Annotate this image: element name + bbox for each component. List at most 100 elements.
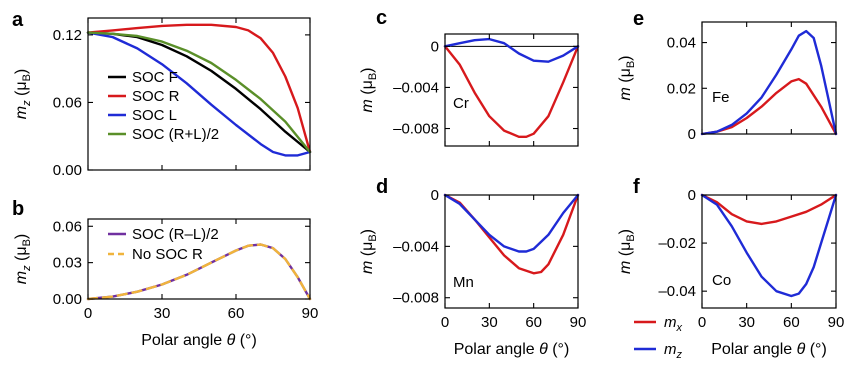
y-axis-label-f-text: m (μB) <box>617 229 637 274</box>
ylabel-paren: (μ <box>617 242 634 261</box>
y-tick-label: –0.04 <box>658 283 696 300</box>
ylabel-B: B <box>21 74 33 81</box>
xlabel-post: (°) <box>805 341 827 358</box>
ylabel-close: ) <box>359 229 376 234</box>
ylabel-B: B <box>367 234 379 241</box>
x-tick-label: 60 <box>228 305 245 322</box>
legend-m: m <box>664 314 677 331</box>
legend-sub: z <box>676 349 683 361</box>
xlabel-theta: θ <box>797 341 806 358</box>
legend-label: SOC (R–L)/2 <box>132 226 219 243</box>
legend-label-mz: mz <box>664 341 683 361</box>
x-tick-label: 90 <box>302 305 319 322</box>
plot-frame-d <box>444 194 579 309</box>
ylabel-close: ) <box>13 234 30 239</box>
y-tick-label: –0.008 <box>393 121 439 138</box>
ylabel-paren: (μ <box>13 246 30 265</box>
y-tick-label: 0.04 <box>667 35 696 52</box>
ylabel-B: B <box>625 61 637 68</box>
y-axis-label-e-text: m (μB) <box>617 56 637 101</box>
legend-label-mx: mx <box>664 314 683 334</box>
plot-frame-c <box>444 33 579 147</box>
y-axis-label-f: m (μB) <box>617 229 637 274</box>
series-line-e-1 <box>700 29 838 136</box>
xlabel-pre: Polar angle <box>711 341 796 358</box>
ylabel-close: ) <box>13 69 30 74</box>
x-tick-label: 90 <box>570 314 587 331</box>
y-axis-label-d: m (μB) <box>359 229 379 274</box>
series-line-f-0 <box>700 193 838 226</box>
y-axis-label-d-text: m (μB) <box>359 229 379 274</box>
x-axis-label-b: Polar angle θ (°) <box>141 332 257 349</box>
series-line-d-0 <box>443 193 580 275</box>
y-tick-label: –0.008 <box>393 290 439 307</box>
y-tick-label: –0.004 <box>393 238 439 255</box>
ylabel-paren: (μ <box>359 242 376 261</box>
ylabel-m: m <box>13 271 30 284</box>
y-tick-label: –0.004 <box>393 79 439 96</box>
element-annotation-d: Mn <box>453 274 474 291</box>
ylabel-paren: (μ <box>617 68 634 87</box>
x-tick-label: 0 <box>441 314 449 331</box>
plot-frame-e <box>701 21 837 135</box>
series-line-e-0 <box>700 77 838 136</box>
y-axis-label-c: m (μB) <box>359 68 379 113</box>
panel-label-f: f <box>633 176 640 198</box>
xlabel-pre: Polar angle <box>454 341 539 358</box>
y-tick-label: 0 <box>688 126 696 143</box>
element-annotation-e: Fe <box>712 89 730 106</box>
legend-sub: x <box>676 322 683 334</box>
series-line-c-0 <box>443 45 580 139</box>
ylabel-B: B <box>625 234 637 241</box>
ylabel-sub: z <box>21 100 33 107</box>
ylabel-paren: (μ <box>359 80 376 99</box>
y-axis-label-e: m (μB) <box>617 56 637 101</box>
y-tick-label: 0.00 <box>53 162 82 179</box>
panel-label-a: a <box>12 9 24 31</box>
y-axis-label-b: mz (μB) <box>13 234 33 285</box>
y-tick-label: 0 <box>431 187 439 204</box>
legend-label: SOC (R+L)/2 <box>132 126 219 143</box>
ylabel-B: B <box>367 73 379 80</box>
legend-label: SOC R <box>132 88 180 105</box>
xlabel-theta: θ <box>539 341 548 358</box>
xlabel-post: (°) <box>548 341 570 358</box>
y-tick-label: 0.00 <box>53 291 82 308</box>
series-line-f-1 <box>700 193 838 298</box>
x-tick-label: 30 <box>154 305 171 322</box>
xlabel-pre: Polar angle <box>141 332 226 349</box>
y-tick-label: 0.06 <box>53 218 82 235</box>
ylabel-paren: (μ <box>13 81 30 100</box>
series-line-d-1 <box>443 193 580 253</box>
ylabel-close: ) <box>617 56 634 61</box>
y-tick-label: 0.02 <box>667 80 696 97</box>
legend-m: m <box>664 341 677 358</box>
ylabel-close: ) <box>359 68 376 73</box>
series-line-b-1 <box>86 243 312 301</box>
x-tick-label: 90 <box>828 314 845 331</box>
ylabel-close: ) <box>617 229 634 234</box>
series-line-a-3 <box>86 31 312 154</box>
y-tick-label: –0.02 <box>658 235 696 252</box>
y-tick-label: 0.06 <box>53 94 82 111</box>
x-tick-label: 0 <box>84 305 92 322</box>
panel-label-d: d <box>376 176 388 198</box>
ylabel-m: m <box>359 99 376 112</box>
element-annotation-c: Cr <box>453 95 469 112</box>
legend-label: No SOC R <box>132 246 203 263</box>
ylabel-m: m <box>617 87 634 100</box>
ylabel-m: m <box>359 261 376 274</box>
y-tick-label: 0 <box>688 187 696 204</box>
x-tick-label: 60 <box>525 314 542 331</box>
x-tick-label: 60 <box>783 314 800 331</box>
plot-frame-b <box>87 218 311 300</box>
series-line-a-2 <box>86 31 312 157</box>
plot-frame-f <box>701 194 837 309</box>
panel-label-b: b <box>12 198 24 220</box>
ylabel-B: B <box>21 239 33 246</box>
y-tick-label: 0 <box>431 38 439 55</box>
x-tick-label: 0 <box>698 314 706 331</box>
element-annotation-f: Co <box>712 272 731 289</box>
panel-label-e: e <box>633 8 644 30</box>
